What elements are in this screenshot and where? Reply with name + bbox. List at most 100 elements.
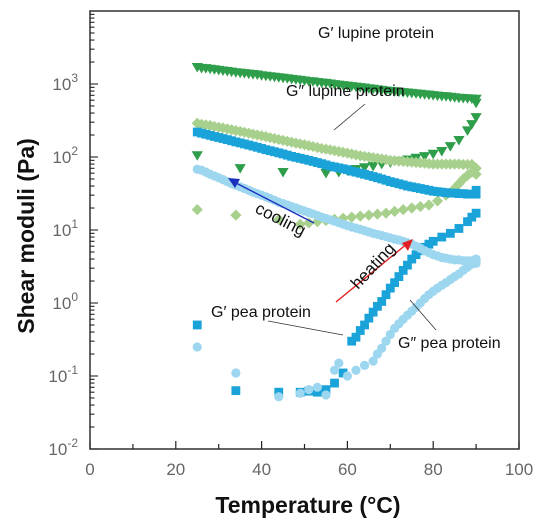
data-point [320,168,332,179]
data-point [321,390,331,400]
data-point [321,385,331,395]
data-point [191,204,203,216]
data-point [394,272,404,281]
data-point [470,113,482,123]
x-axis-title: Temperature (°C) [215,492,400,518]
data-point [329,365,340,375]
data-point [312,382,322,392]
g1-pea-leader [267,320,344,336]
data-point [367,161,379,172]
data-point [471,185,481,195]
data-point [461,169,474,181]
g1-lupine-label: G′ lupine protein [318,25,434,42]
data-point [444,142,456,152]
data-point [398,265,408,275]
data-point [330,378,339,388]
data-point [334,358,344,368]
data-point [368,307,378,317]
data-point [445,228,455,238]
data-point [354,210,366,222]
data-point [397,204,409,216]
data-point [371,208,384,220]
tick-layer: 0 20 40 60 80 100 10-2 10-1 100 101 102 103 [48,13,533,479]
data-point [231,386,241,396]
data-point [381,336,391,346]
data-point [273,213,285,225]
data-point [351,365,361,375]
data-point [380,207,392,219]
data-point [423,199,435,211]
cooling-arrow [228,178,315,224]
data-point [304,385,314,395]
data-point [234,164,246,174]
data-point [385,283,395,293]
data-point [436,147,448,157]
data-point [373,301,382,311]
data-point [471,256,481,266]
data-point [471,208,481,218]
data-point [364,313,374,323]
data-point [390,278,399,288]
data-point [377,297,387,306]
y-tick-label: 103 [52,71,78,94]
y-tick-label: 101 [52,217,78,240]
x-tick-label: 60 [338,460,357,479]
data-point [312,387,322,397]
data-point [406,202,418,214]
data-point [463,217,472,227]
data-point [428,236,438,246]
data-point [368,356,378,366]
data-point [191,151,203,161]
data-point [355,326,365,335]
x-tick-label: 80 [424,460,443,479]
y-tick-label: 100 [52,290,78,313]
series-layer [191,62,482,402]
data-point [192,342,202,352]
y-axis-title: Shear moduli (Pa) [13,138,39,334]
data-point [403,260,412,270]
data-point [338,368,348,378]
series-1 [191,117,482,230]
data-point [466,120,478,130]
data-point [303,217,315,229]
data-point [437,232,447,242]
g2-pea-leader [409,299,437,331]
data-point [461,126,474,136]
data-point [419,152,431,162]
data-point [449,182,461,195]
g2-lupine-leader [333,103,366,131]
data-point [192,320,202,330]
data-point [359,360,370,370]
data-point [427,149,439,160]
data-point [470,98,482,109]
data-point [346,211,358,223]
y-tick-label: 10-1 [48,363,78,386]
data-point [407,254,417,264]
data-point [358,163,371,173]
data-point [231,368,241,378]
data-point [294,218,306,230]
g2-lupine-label: G″ lupine protein [286,83,405,100]
data-point [454,224,464,233]
y-tick-label: 10-2 [48,436,78,459]
data-point [414,200,426,213]
x-tick-label: 100 [505,460,533,479]
g1-pea-label: G′ pea protein [211,304,311,321]
x-tick-label: 20 [166,460,185,479]
series-0 [191,62,482,179]
data-point [274,392,284,402]
data-point [431,195,444,207]
data-point [342,371,352,381]
data-point [351,332,361,342]
data-point [470,162,482,174]
data-point [277,167,289,178]
data-point [381,290,391,300]
data-point [388,205,401,217]
data-point [295,388,305,398]
y-tick-label: 102 [52,144,78,167]
g2-pea-label: G″ pea protein [398,335,501,352]
data-point [230,209,242,221]
x-tick-label: 40 [252,460,271,479]
heating-arrow [335,239,413,303]
